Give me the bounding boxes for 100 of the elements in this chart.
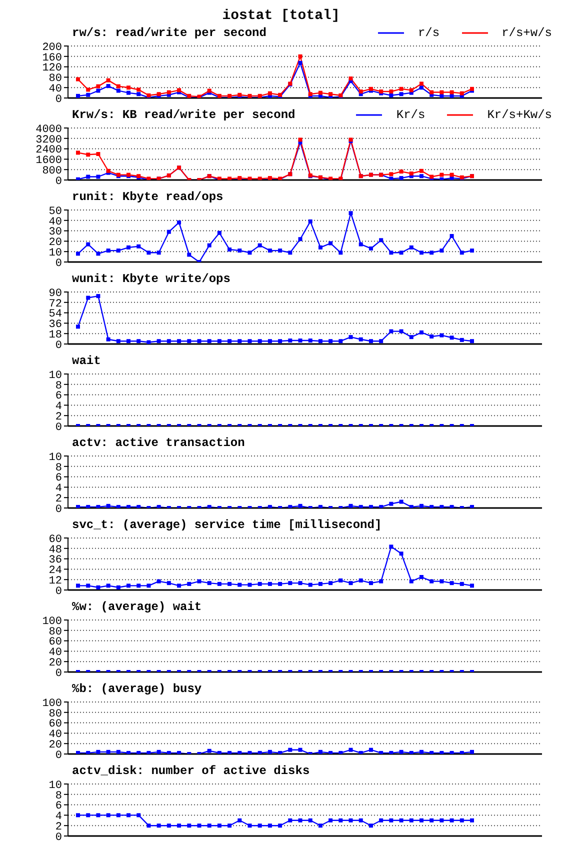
point (86, 296, 90, 300)
point (166, 581, 171, 586)
point (308, 582, 312, 587)
point (430, 90, 434, 94)
chart-subtitle: rw/s: read/write per second (72, 26, 266, 40)
point (419, 82, 424, 86)
y-tick-label: 18 (48, 330, 62, 342)
point (318, 582, 322, 586)
y-tick-label: 4000 (36, 124, 62, 136)
point (450, 90, 454, 94)
point (136, 813, 141, 818)
point (419, 86, 424, 90)
point (248, 339, 252, 344)
y-tick-label: 80 (48, 708, 62, 720)
point (368, 339, 373, 344)
point (389, 90, 394, 94)
y-tick-label: 54 (48, 308, 62, 321)
point (430, 334, 434, 338)
point (318, 245, 322, 250)
y-tick-label: 12 (48, 576, 62, 588)
point (116, 88, 120, 93)
point (460, 582, 464, 586)
point (338, 578, 343, 582)
point (268, 582, 272, 586)
point (389, 329, 394, 334)
point (348, 211, 353, 216)
y-tick-label: 4 (55, 811, 62, 824)
point (470, 248, 474, 253)
point (86, 92, 90, 97)
point (217, 230, 222, 235)
y-tick-label: 8 (55, 790, 62, 802)
point (96, 813, 100, 818)
point (308, 219, 312, 224)
point (228, 339, 232, 344)
point (419, 168, 424, 173)
y-tick-label: 2 (55, 494, 62, 506)
point (96, 88, 100, 93)
point (368, 246, 373, 250)
chart-title: actv: active transaction (72, 436, 245, 450)
chart-title: wunit: Kbyte write/ops (72, 272, 230, 286)
point (338, 818, 343, 822)
point (328, 339, 333, 344)
y-tick-label: 10 (48, 370, 62, 382)
point (440, 177, 444, 180)
point (460, 250, 464, 255)
point (106, 78, 110, 82)
point (166, 90, 171, 94)
point (450, 336, 454, 340)
y-tick-label: 60 (48, 718, 62, 731)
y-tick-label: 30 (48, 226, 62, 239)
point (298, 138, 302, 142)
point (268, 91, 272, 96)
point (136, 584, 141, 588)
point (470, 818, 474, 822)
point (258, 243, 262, 248)
point (399, 86, 404, 91)
point (358, 90, 363, 94)
point (440, 333, 444, 338)
point (268, 248, 272, 253)
point (146, 250, 151, 255)
chart-title: %w: (average) wait (72, 600, 202, 614)
point (450, 581, 454, 586)
point (338, 339, 343, 344)
point (368, 581, 373, 586)
y-tick-label: 0 (55, 258, 62, 270)
point (308, 338, 312, 343)
y-tick-label: 36 (48, 554, 62, 567)
point (86, 174, 90, 179)
point (86, 584, 90, 588)
point (419, 575, 424, 579)
point (187, 339, 192, 344)
point (116, 339, 120, 344)
y-tick-label: 20 (48, 658, 62, 670)
point (278, 339, 282, 344)
chart-title: runit: Kbyte read/ops (72, 190, 224, 204)
point (278, 248, 282, 253)
point (440, 90, 444, 94)
point (328, 241, 333, 246)
chart-title: wait (72, 354, 101, 368)
point (248, 824, 252, 828)
point (368, 824, 373, 828)
y-tick-label: 60 (48, 534, 62, 546)
y-tick-label: 120 (42, 62, 62, 75)
point (207, 339, 212, 344)
point (258, 824, 262, 828)
point (268, 824, 272, 828)
point (440, 579, 444, 584)
point (76, 324, 80, 329)
point (197, 824, 202, 828)
y-tick-label: 10 (48, 452, 62, 464)
point (187, 824, 192, 828)
y-tick-label: 80 (48, 626, 62, 638)
point (238, 818, 242, 822)
point (399, 92, 404, 96)
y-tick-label: 20 (48, 740, 62, 752)
point (197, 339, 202, 344)
y-tick-label: 800 (42, 166, 62, 178)
point (399, 176, 404, 180)
legend-label: Kr/s+Kw/s (487, 108, 552, 122)
point (217, 339, 222, 344)
